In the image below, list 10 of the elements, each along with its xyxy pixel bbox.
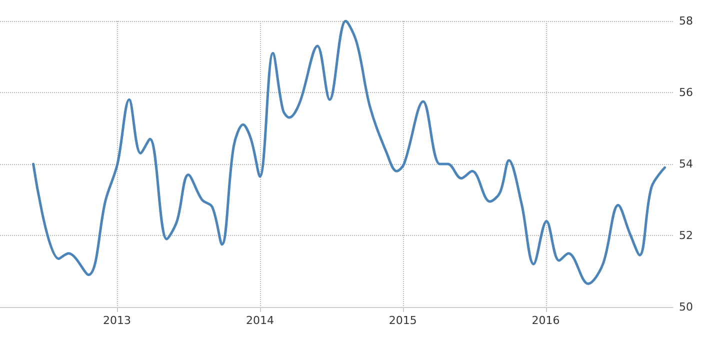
- y-tick-label: 54: [679, 158, 693, 170]
- x-tick-label: 2014: [246, 314, 274, 327]
- y-tick-label: 50: [679, 300, 693, 314]
- x-tick-label: 2013: [103, 314, 132, 327]
- y-tick-label: 58: [679, 14, 693, 28]
- line-series: [32, 20, 666, 286]
- y-tick-label: 56: [679, 86, 693, 99]
- x-tick-label: 2015: [388, 314, 417, 327]
- y-tick-label: 52: [679, 229, 693, 242]
- x-tick-label: 2016: [532, 314, 560, 327]
